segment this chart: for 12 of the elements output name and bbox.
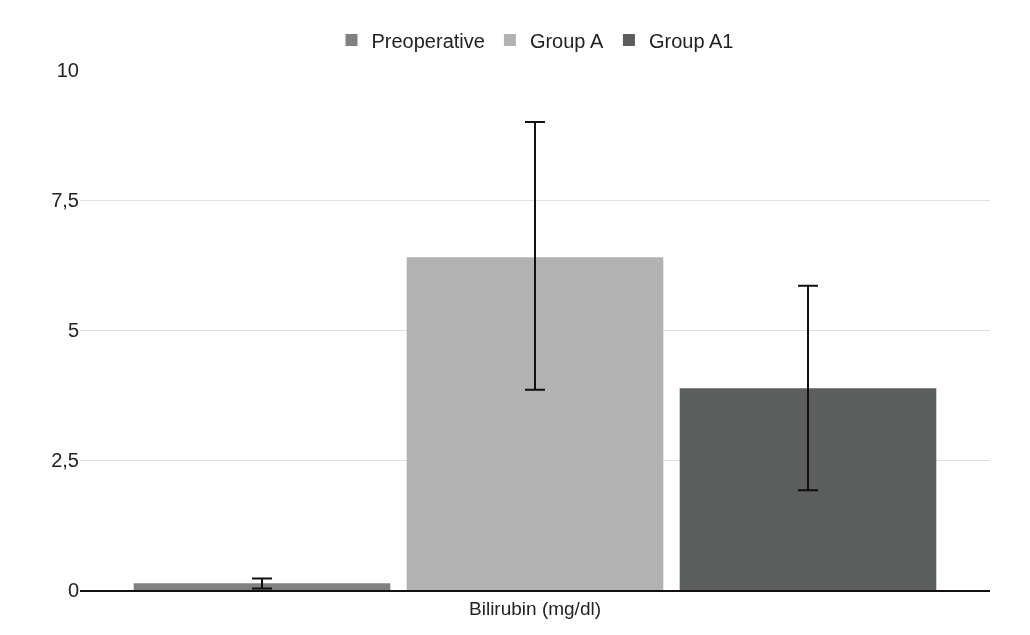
y-tick-label: 5 xyxy=(67,319,79,341)
bar xyxy=(406,257,664,590)
legend-label: Group A xyxy=(529,29,604,52)
y-tick-label: 0 xyxy=(67,579,79,601)
bar xyxy=(679,388,937,590)
legend-label: Preoperative xyxy=(371,29,485,52)
y-tick-label: 10 xyxy=(56,59,79,81)
y-tick-label: 7,5 xyxy=(51,189,79,211)
legend-label: Group A1 xyxy=(648,29,734,52)
y-tick-label: 2,5 xyxy=(51,449,79,471)
x-tick-label: Bilirubin (mg/dl) xyxy=(469,597,601,619)
bar xyxy=(133,583,391,590)
